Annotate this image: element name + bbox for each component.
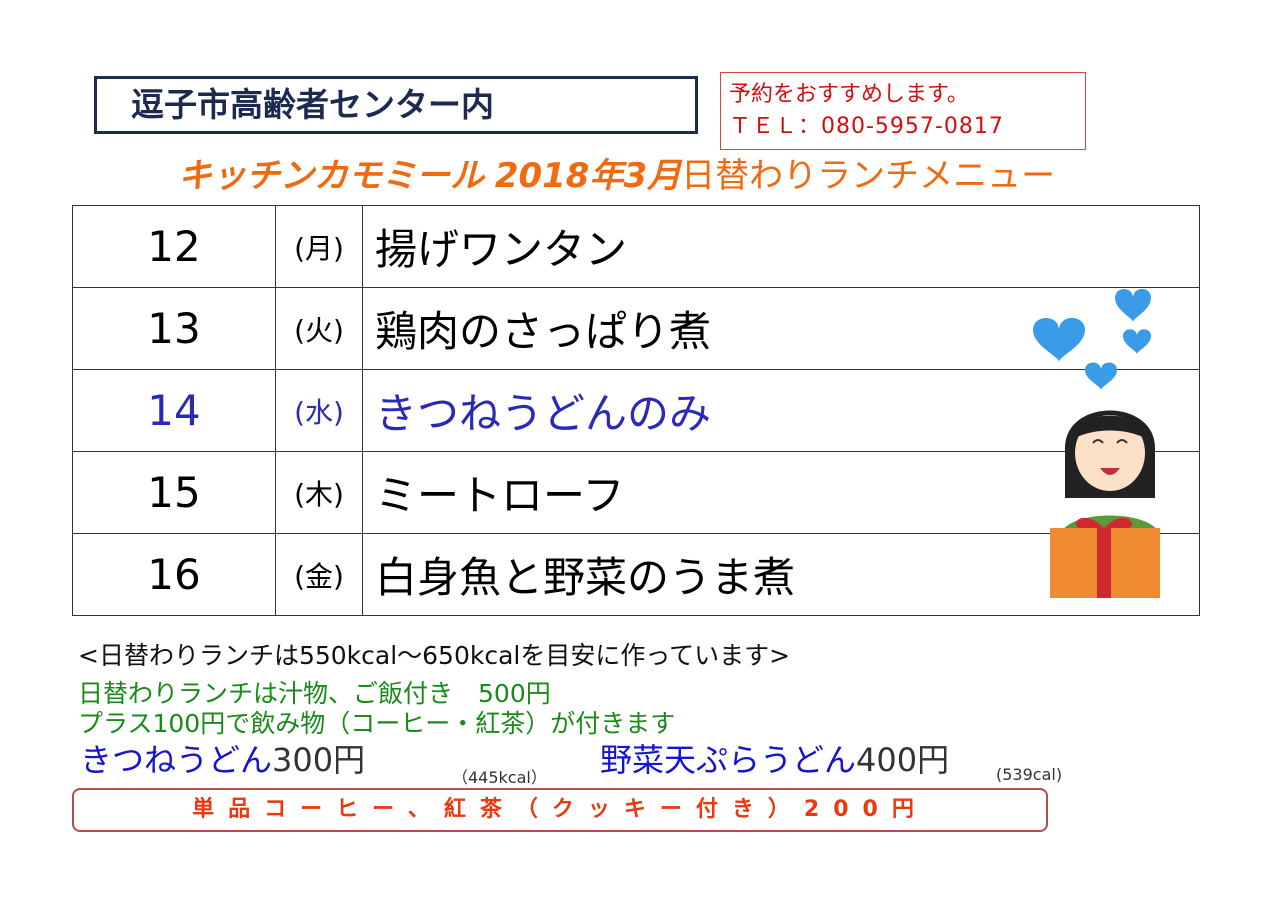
woman-with-gift-illustration — [1033, 289, 1160, 598]
kitsune-udon-price: きつねうどん300円 — [80, 735, 365, 781]
udon-price: 400円 — [856, 741, 950, 779]
date: 12 — [72, 205, 276, 288]
contact-box: 予約をおすすめします。 ＴＥＬ：080-5957-0817 — [720, 72, 1086, 150]
title-month: 2018年3月 — [494, 156, 682, 196]
venue-label: 逗子市高齢者センター内 — [94, 76, 698, 134]
single-drink-box: 単品コーヒー、紅茶（クッキー付き）200円 — [72, 788, 1048, 832]
heart-icon — [1033, 289, 1151, 390]
title-subtitle: 日替わりランチメニュー — [681, 156, 1056, 196]
weekday: (水) — [275, 369, 363, 452]
vegetable-tempura-udon-price: 野菜天ぷらうどん400円 — [600, 735, 949, 781]
phone-number: ＴＥＬ：080-5957-0817 — [729, 114, 1004, 139]
weekday: (火) — [275, 287, 363, 370]
drink-note: プラス100円で飲み物（コーヒー・紅茶）が付きます — [78, 709, 676, 738]
date: 16 — [72, 533, 276, 616]
dish: きつねうどんのみ — [362, 369, 1200, 452]
table-row: 14 (水) きつねうどんのみ — [72, 369, 1200, 452]
date: 14 — [72, 369, 276, 452]
weekday: (金) — [275, 533, 363, 616]
udon-name: きつねうどん — [80, 741, 273, 779]
weekday: (木) — [275, 451, 363, 534]
udon-price: 300円 — [272, 741, 366, 779]
dish: ミートローフ — [362, 451, 1200, 534]
table-row: 12 (月) 揚げワンタン — [72, 205, 1200, 288]
date: 13 — [72, 287, 276, 370]
face — [1075, 415, 1145, 491]
set-price-note: 日替わりランチは汁物、ご飯付き 500円 — [78, 679, 551, 708]
udon-kcal: （445kcal） — [452, 768, 547, 787]
calorie-note: <日替わりランチは550kcal～650kcalを目安に作っています> — [78, 641, 791, 670]
table-row: 15 (木) ミートローフ — [72, 451, 1200, 534]
brand-name: キッチンカモミール — [178, 156, 484, 196]
dish: 揚げワンタン — [362, 205, 1200, 288]
weekday: (月) — [275, 205, 363, 288]
date: 15 — [72, 451, 276, 534]
page-title: キッチンカモミール 2018年3月日替わりランチメニュー — [178, 154, 1055, 198]
udon-name: 野菜天ぷらうどん — [600, 741, 857, 779]
udon-kcal: (539cal) — [996, 765, 1063, 784]
reservation-note: 予約をおすすめします。 — [729, 82, 969, 107]
